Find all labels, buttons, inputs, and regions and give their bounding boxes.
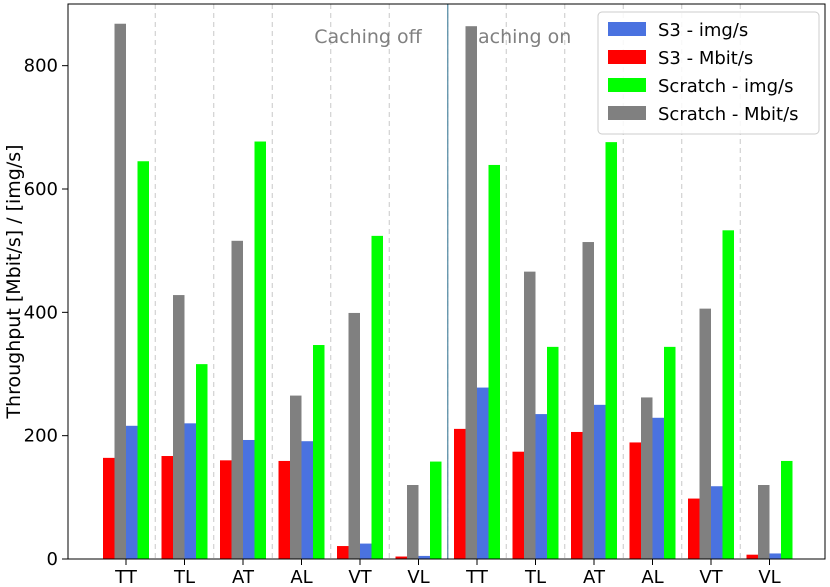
plot-frame	[67, 3, 826, 560]
x-tick-label: VL	[758, 567, 780, 587]
legend: S3 - img/s S3 - Mbit/s Scratch - img/s Scra…	[597, 11, 820, 135]
bar-s3-img-s	[652, 417, 664, 559]
bar-scratch-img-s	[371, 235, 383, 559]
bar-scratch-img-s	[488, 164, 500, 559]
legend-label-s3-img-s: S3 - img/s	[658, 20, 748, 41]
x-tick-label: VL	[407, 567, 429, 587]
x-tick-label: AL	[290, 567, 312, 587]
bar-s3-mbit-s	[688, 498, 700, 559]
x-tick-label: VT	[699, 567, 723, 587]
legend-swatch-scratch-img-s	[608, 78, 646, 92]
bar-s3-mbit-s	[746, 554, 758, 559]
bar-scratch-img-s	[664, 346, 676, 559]
bar-scratch-mbit-s	[173, 295, 185, 559]
bar-s3-mbit-s	[395, 556, 407, 559]
legend-box	[597, 11, 820, 135]
y-axis: 0 200 400 600 800	[24, 56, 68, 570]
bar-scratch-img-s	[547, 346, 559, 559]
bar-scratch-img-s	[605, 142, 617, 559]
bar-scratch-img-s	[430, 461, 442, 559]
bar-scratch-mbit-s	[290, 395, 302, 559]
bar-s3-mbit-s	[454, 428, 466, 559]
bar-s3-img-s	[711, 486, 723, 559]
bar-scratch-mbit-s	[524, 271, 536, 559]
x-tick-label: AL	[641, 567, 663, 587]
bar-s3-mbit-s	[512, 451, 524, 559]
bar-s3-mbit-s	[337, 546, 349, 559]
bar-scratch-img-s	[254, 141, 266, 559]
y-tick-label: 0	[47, 549, 58, 570]
bar-scratch-mbit-s	[699, 308, 711, 559]
bar-scratch-img-s	[722, 230, 734, 560]
bar-s3-img-s	[477, 387, 489, 559]
legend-swatch-s3-mbit-s	[608, 50, 646, 64]
bar-s3-img-s	[535, 414, 547, 559]
x-tick-label: TT	[465, 567, 489, 587]
bar-s3-mbit-s	[571, 431, 583, 559]
legend-label-s3-mbit-s: S3 - Mbit/s	[658, 48, 753, 69]
legend-swatch-scratch-mbit-s	[608, 106, 646, 120]
x-axis: TT TL AT AL VT VL TT TL AT AL VT VL	[114, 559, 781, 587]
bar-s3-mbit-s	[629, 442, 641, 559]
legend-label-scratch-img-s: Scratch - img/s	[658, 76, 793, 97]
bar-scratch-mbit-s	[407, 485, 419, 559]
legend-label-scratch-mbit-s: Scratch - Mbit/s	[658, 104, 799, 125]
bar-scratch-img-s	[137, 161, 149, 559]
x-tick-label: AT	[232, 567, 255, 587]
bar-s3-mbit-s	[220, 460, 232, 559]
x-tick-label: AT	[583, 567, 606, 587]
section-label-caching-off: Caching off	[314, 26, 422, 48]
bars-group	[103, 23, 793, 560]
bar-s3-img-s	[243, 439, 255, 559]
bar-s3-img-s	[184, 423, 196, 559]
bar-scratch-mbit-s	[114, 23, 126, 559]
bar-scratch-mbit-s	[758, 485, 770, 559]
bar-s3-img-s	[360, 543, 372, 559]
bar-s3-img-s	[126, 425, 138, 559]
y-tick-label: 800	[24, 56, 58, 77]
bar-scratch-mbit-s	[465, 26, 477, 559]
bar-scratch-mbit-s	[348, 312, 360, 559]
bar-s3-mbit-s	[103, 457, 115, 559]
bar-scratch-mbit-s	[582, 242, 594, 560]
bar-scratch-mbit-s	[231, 240, 243, 560]
bar-s3-img-s	[301, 441, 313, 559]
x-tick-label: VT	[348, 567, 372, 587]
bar-scratch-mbit-s	[641, 397, 653, 559]
section-label-caching-on: Caching on	[465, 26, 572, 48]
y-tick-label: 600	[24, 179, 58, 200]
bar-s3-img-s	[594, 404, 606, 559]
x-tick-label: TL	[524, 567, 546, 587]
legend-swatch-s3-img-s	[608, 22, 646, 36]
y-tick-label: 400	[24, 302, 58, 323]
bar-scratch-img-s	[196, 364, 208, 559]
bar-scratch-img-s	[781, 460, 793, 559]
bar-s3-mbit-s	[161, 456, 173, 559]
x-tick-label: TL	[173, 567, 195, 587]
bar-s3-img-s	[418, 555, 430, 559]
y-tick-label: 200	[24, 426, 58, 447]
bar-s3-img-s	[769, 553, 781, 559]
y-axis-label: Throughput [Mbit/s] / [img/s]	[3, 144, 25, 419]
bar-s3-mbit-s	[278, 460, 290, 559]
bar-scratch-img-s	[313, 345, 325, 559]
x-tick-label: TT	[114, 567, 138, 587]
